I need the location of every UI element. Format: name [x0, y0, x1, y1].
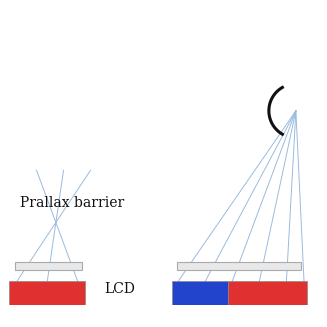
Bar: [177, 262, 301, 270]
Bar: [15, 262, 82, 270]
Bar: [172, 281, 228, 305]
Bar: [9, 281, 85, 305]
Bar: [228, 281, 307, 305]
Text: Prallax barrier: Prallax barrier: [20, 196, 125, 210]
Text: LCD: LCD: [104, 282, 135, 296]
